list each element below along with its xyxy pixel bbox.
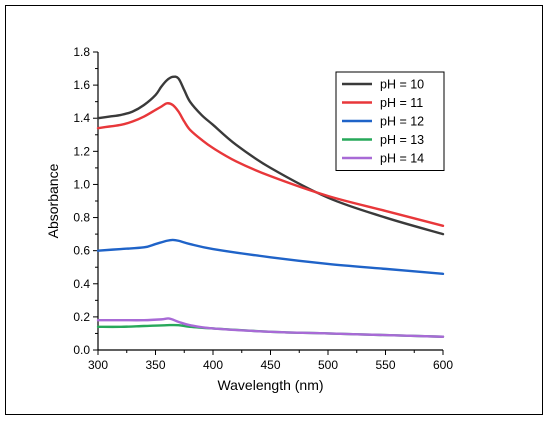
y-tick-label: 1.6 xyxy=(73,78,90,92)
x-tick-label: 350 xyxy=(145,358,165,372)
y-tick-label: 1.4 xyxy=(73,111,90,125)
x-tick-label: 400 xyxy=(203,358,223,372)
y-tick-label: 1.8 xyxy=(73,45,90,59)
legend-label-2: pH = 11 xyxy=(380,96,423,110)
figure-frame xyxy=(5,5,543,415)
legend-label-1: pH = 10 xyxy=(380,78,424,92)
x-tick-label: 500 xyxy=(318,358,338,372)
y-tick-label: 0.8 xyxy=(73,211,90,225)
legend-label-4: pH = 13 xyxy=(380,133,424,147)
x-tick-label: 450 xyxy=(260,358,280,372)
y-tick-label: 1.2 xyxy=(73,144,90,158)
x-tick-label: 300 xyxy=(88,358,108,372)
x-tick-label: 600 xyxy=(433,358,453,372)
legend-label-3: pH = 12 xyxy=(380,115,424,129)
series-lines xyxy=(96,75,445,338)
x-tick-label: 550 xyxy=(375,358,395,372)
series-line-5 xyxy=(96,317,445,338)
y-tick-label: 1.0 xyxy=(73,177,90,191)
series-line-1 xyxy=(96,75,445,236)
y-tick-label: 0.0 xyxy=(73,343,90,357)
x-axis-title: Wavelength (nm) xyxy=(217,377,323,393)
y-tick-label: 0.4 xyxy=(73,277,90,291)
axis-ticks: 300 350 400 450 500 550 600 0.0 0.2 0.4 0.6 0.8 1.0 1… xyxy=(73,45,453,372)
y-tick-label: 0.6 xyxy=(73,244,90,258)
legend: pH = 10 pH = 11 pH = 12 pH = 13 pH = 14 xyxy=(335,71,445,171)
y-tick-label: 0.2 xyxy=(73,310,90,324)
series-line-2 xyxy=(96,102,445,228)
y-axis-title: Absorbance xyxy=(45,163,61,238)
series-line-3 xyxy=(96,238,445,276)
legend-label-5: pH = 14 xyxy=(380,152,424,166)
